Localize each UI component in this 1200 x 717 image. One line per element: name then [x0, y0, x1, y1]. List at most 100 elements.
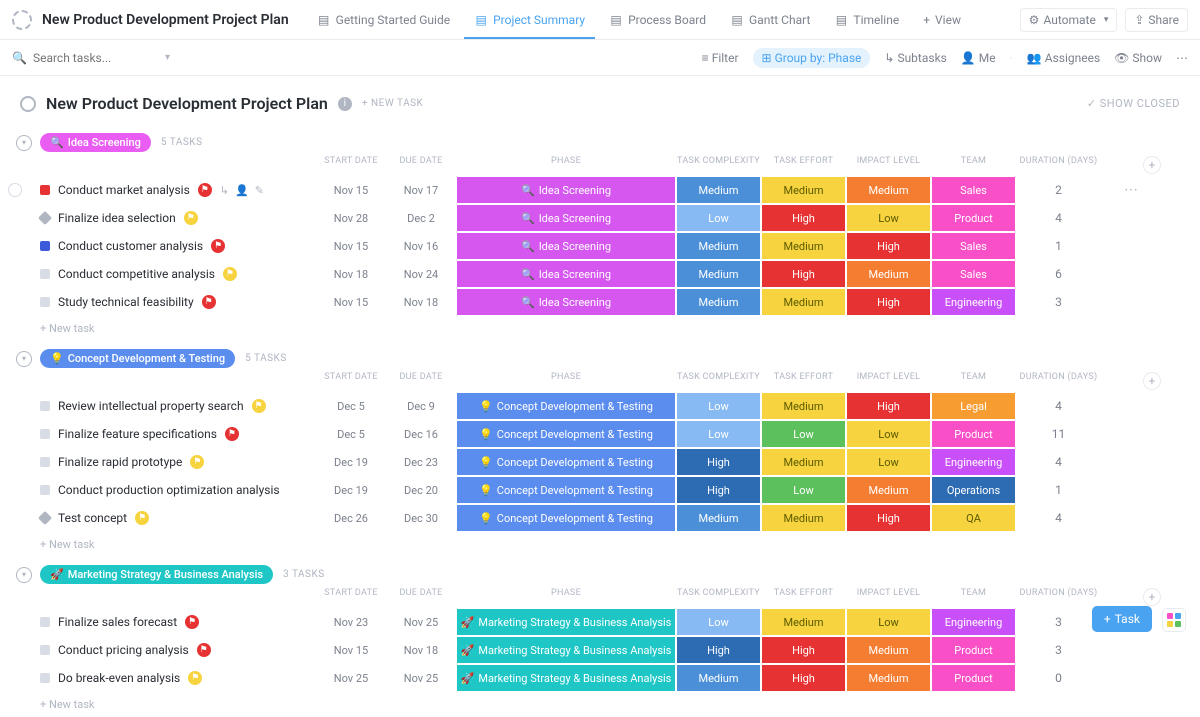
status-square-icon[interactable] [38, 511, 52, 525]
team-cell[interactable]: Sales [932, 261, 1015, 287]
status-square-icon[interactable] [40, 645, 50, 655]
duration-cell[interactable]: 3 [1016, 643, 1101, 657]
status-square-icon[interactable] [40, 241, 50, 251]
status-square-icon[interactable] [40, 401, 50, 411]
impact-cell[interactable]: Low [847, 205, 930, 231]
task-name[interactable]: Finalize idea selection [58, 211, 176, 225]
due-date[interactable]: Nov 25 [386, 616, 456, 629]
duration-cell[interactable]: 4 [1016, 211, 1101, 225]
duration-cell[interactable]: 4 [1016, 511, 1101, 525]
tab-process-board[interactable]: ▤Process Board [599, 5, 716, 35]
priority-flag-icon[interactable]: ⚑ [202, 295, 216, 309]
edit-icon[interactable]: ✎ [255, 184, 264, 197]
collapse-toggle[interactable]: ▾ [16, 135, 32, 151]
phase-cell[interactable]: 🔍Idea Screening [457, 205, 675, 231]
impact-cell[interactable]: Low [847, 421, 930, 447]
duration-cell[interactable]: 0 [1016, 671, 1101, 685]
task-name[interactable]: Conduct pricing analysis [58, 643, 189, 657]
priority-flag-icon[interactable]: ⚑ [135, 511, 149, 525]
team-cell[interactable]: QA [932, 505, 1015, 531]
add-column-button[interactable]: + [1143, 372, 1161, 390]
due-date[interactable]: Nov 18 [386, 644, 456, 657]
start-date[interactable]: Nov 18 [316, 268, 386, 281]
due-date[interactable]: Dec 9 [386, 400, 456, 413]
due-date[interactable]: Nov 24 [386, 268, 456, 281]
complexity-cell[interactable]: Low [677, 205, 760, 231]
new-task-row[interactable]: + New task [16, 532, 1184, 557]
priority-flag-icon[interactable]: ⚑ [211, 239, 225, 253]
status-square-icon[interactable] [40, 673, 50, 683]
task-name[interactable]: Do break-even analysis [58, 671, 180, 685]
complexity-cell[interactable]: High [677, 477, 760, 503]
team-cell[interactable]: Sales [932, 233, 1015, 259]
due-date[interactable]: Nov 17 [386, 184, 456, 197]
phase-cell[interactable]: 💡Concept Development & Testing [457, 393, 675, 419]
task-name[interactable]: Conduct customer analysis [58, 239, 203, 253]
phase-cell[interactable]: 🔍Idea Screening [457, 233, 675, 259]
tab-gantt-chart[interactable]: ▤Gantt Chart [720, 5, 820, 35]
chevron-down-icon[interactable]: ▾ [165, 52, 170, 63]
status-square-icon[interactable] [40, 269, 50, 279]
me-button[interactable]: 👤Me [961, 51, 996, 65]
tab-project-summary[interactable]: ▤Project Summary [464, 5, 595, 35]
impact-cell[interactable]: Medium [847, 477, 930, 503]
task-name[interactable]: Test concept [58, 511, 127, 525]
start-date[interactable]: Nov 15 [316, 644, 386, 657]
phase-chip[interactable]: 🔍Idea Screening [40, 133, 151, 152]
phase-cell[interactable]: 💡Concept Development & Testing [457, 421, 675, 447]
impact-cell[interactable]: High [847, 289, 930, 315]
status-square-icon[interactable] [38, 211, 52, 225]
task-name[interactable]: Study technical feasibility [58, 295, 194, 309]
subtask-icon[interactable]: ↳ [220, 184, 229, 197]
team-cell[interactable]: Sales [932, 177, 1015, 203]
filter-button[interactable]: ≡Filter [702, 51, 739, 65]
task-row[interactable]: Finalize feature specifications⚑Dec 5Dec… [16, 420, 1184, 448]
impact-cell[interactable]: Medium [847, 177, 930, 203]
automate-button[interactable]: ⚙Automate▾ [1020, 8, 1118, 32]
new-task-hint[interactable]: + NEW TASK [362, 98, 423, 109]
task-name[interactable]: Conduct production optimization analysis [58, 483, 280, 497]
phase-cell[interactable]: 💡Concept Development & Testing [457, 477, 675, 503]
start-date[interactable]: Nov 15 [316, 240, 386, 253]
phase-cell[interactable]: 🚀Marketing Strategy & Business Analysis [457, 637, 675, 663]
new-task-row[interactable]: + New task [16, 316, 1184, 341]
start-date[interactable]: Dec 5 [316, 400, 386, 413]
task-row[interactable]: Review intellectual property search⚑Dec … [16, 392, 1184, 420]
impact-cell[interactable]: Low [847, 449, 930, 475]
due-date[interactable]: Dec 16 [386, 428, 456, 441]
task-row[interactable]: Finalize rapid prototype⚑Dec 19Dec 23💡Co… [16, 448, 1184, 476]
collapse-toggle[interactable]: ▾ [16, 351, 32, 367]
complexity-cell[interactable]: Medium [677, 665, 760, 691]
start-date[interactable]: Dec 26 [316, 512, 386, 525]
duration-cell[interactable]: 1 [1016, 483, 1101, 497]
team-cell[interactable]: Operations [932, 477, 1015, 503]
complexity-cell[interactable]: Low [677, 609, 760, 635]
phase-cell[interactable]: 🔍Idea Screening [457, 177, 675, 203]
row-more-button[interactable]: ⋯ [1101, 182, 1161, 198]
team-cell[interactable]: Engineering [932, 609, 1015, 635]
complexity-cell[interactable]: Low [677, 421, 760, 447]
start-date[interactable]: Dec 19 [316, 456, 386, 469]
group-by-button[interactable]: ⊞Group by: Phase [753, 48, 871, 68]
assignees-button[interactable]: 👥Assignees [1027, 51, 1100, 65]
task-row[interactable]: Conduct pricing analysis⚑Nov 15Nov 18🚀Ma… [16, 636, 1184, 664]
show-closed-toggle[interactable]: ✓ SHOW CLOSED [1087, 97, 1180, 110]
more-menu[interactable]: ⋯ [1176, 51, 1188, 65]
add-column-button[interactable]: + [1143, 588, 1161, 606]
phase-cell[interactable]: 🔍Idea Screening [457, 289, 675, 315]
duration-cell[interactable]: 4 [1016, 399, 1101, 413]
status-square-icon[interactable] [40, 617, 50, 627]
task-row[interactable]: Do break-even analysis⚑Nov 25Nov 25🚀Mark… [16, 664, 1184, 692]
priority-flag-icon[interactable]: ⚑ [190, 455, 204, 469]
team-cell[interactable]: Legal [932, 393, 1015, 419]
search-input[interactable] [33, 51, 153, 65]
phase-cell[interactable]: 💡Concept Development & Testing [457, 449, 675, 475]
task-name[interactable]: Conduct market analysis [58, 183, 190, 197]
effort-cell[interactable]: High [762, 205, 845, 231]
tab-getting-started-guide[interactable]: ▤Getting Started Guide [307, 5, 460, 35]
status-square-icon[interactable] [40, 429, 50, 439]
duration-cell[interactable]: 11 [1016, 427, 1101, 441]
phase-cell[interactable]: 🚀Marketing Strategy & Business Analysis [457, 665, 675, 691]
team-cell[interactable]: Engineering [932, 289, 1015, 315]
phase-cell[interactable]: 🚀Marketing Strategy & Business Analysis [457, 609, 675, 635]
